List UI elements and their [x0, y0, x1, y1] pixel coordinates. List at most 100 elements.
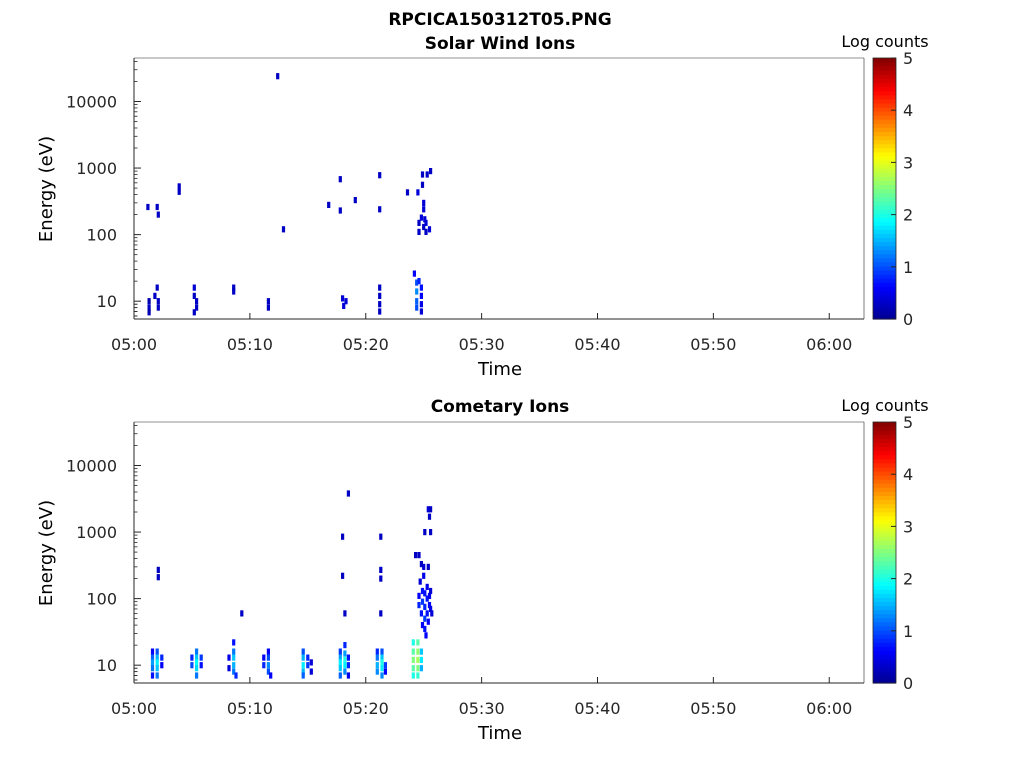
x-tick-label: 05:50 — [690, 699, 736, 718]
data-cell — [430, 610, 434, 617]
colorbar-segment — [873, 274, 896, 279]
colorbar-segment — [873, 294, 896, 300]
data-cell — [422, 223, 426, 231]
data-cell — [378, 308, 382, 315]
colorbar-segment — [873, 585, 896, 590]
data-cell — [155, 659, 159, 666]
data-cell — [155, 665, 159, 672]
data-cell — [419, 648, 423, 655]
colorbar-segment — [873, 458, 896, 464]
colorbar-segment — [873, 286, 896, 292]
colorbar-segment — [873, 98, 896, 104]
data-cell — [429, 506, 433, 513]
data-cell — [379, 575, 383, 582]
data-cell — [195, 648, 199, 655]
colorbar-segment — [873, 511, 896, 517]
colorbar-segment — [873, 302, 896, 308]
data-cell — [150, 672, 155, 679]
data-cell — [427, 592, 432, 599]
colorbar-segment — [873, 487, 896, 492]
data-cell — [276, 73, 280, 80]
data-cell — [150, 659, 155, 666]
data-cell — [424, 632, 428, 639]
colorbar-segment — [873, 560, 896, 566]
data-cell — [411, 639, 415, 646]
colorbar-segment — [873, 430, 896, 435]
data-cell — [380, 654, 384, 661]
colorbar-segment — [873, 576, 896, 582]
data-cell — [379, 566, 383, 573]
data-cell — [346, 662, 350, 669]
colorbar-segment — [873, 139, 896, 145]
colorbar-segment — [873, 106, 896, 112]
colorbar-segment — [873, 593, 896, 598]
data-cell — [416, 189, 420, 196]
colorbar-segment — [873, 115, 896, 120]
y-tick-label: 10000 — [66, 92, 117, 111]
data-cell — [306, 662, 310, 669]
data-cell — [156, 298, 160, 305]
colorbar-label: Log counts — [841, 32, 928, 51]
colorbar-segment — [873, 188, 896, 194]
colorbar-segment — [873, 568, 896, 574]
plot-area — [134, 422, 864, 683]
data-cell — [415, 279, 419, 286]
colorbar-segment — [873, 62, 896, 67]
data-cell — [338, 176, 342, 183]
data-cell — [192, 292, 196, 299]
data-cell — [306, 654, 310, 661]
colorbar-segment — [873, 241, 896, 247]
colorbar-segment — [873, 237, 896, 243]
colorbar-segment — [873, 212, 896, 218]
colorbar-segment — [873, 479, 896, 484]
colorbar-segment — [873, 523, 896, 529]
data-cell — [327, 201, 331, 208]
x-tick-label: 05:20 — [343, 335, 389, 354]
y-tick-label: 10000 — [66, 456, 117, 475]
colorbar-segment — [873, 94, 896, 100]
colorbar-segment — [873, 111, 896, 116]
data-cell — [423, 529, 427, 536]
colorbar-tick-label: 4 — [903, 465, 913, 484]
colorbar-segment — [873, 483, 896, 488]
x-tick-label: 05:30 — [459, 335, 505, 354]
colorbar-segment — [873, 658, 896, 664]
data-cell — [160, 662, 164, 669]
data-cell — [378, 284, 382, 291]
data-cell — [227, 665, 231, 672]
data-cell — [414, 552, 418, 559]
data-cell — [429, 587, 433, 595]
colorbar-segment — [873, 204, 896, 210]
x-tick-label: 05:50 — [690, 335, 736, 354]
data-cell — [147, 309, 151, 316]
data-cell — [417, 219, 421, 226]
colorbar-segment — [873, 634, 896, 639]
data-cell — [232, 288, 236, 295]
y-tick-label: 10 — [97, 656, 117, 675]
colorbar-segment — [873, 135, 896, 141]
colorbar-segment — [873, 422, 896, 427]
data-cell — [147, 304, 151, 311]
data-cell — [266, 662, 270, 669]
x-tick-label: 06:00 — [806, 335, 852, 354]
colorbar-segment — [873, 143, 896, 149]
data-cell — [419, 308, 423, 315]
colorbar-segment — [873, 670, 896, 676]
data-cell — [422, 206, 426, 213]
colorbar-segment — [873, 446, 896, 452]
data-cell — [423, 590, 427, 597]
data-cell — [156, 304, 160, 311]
x-tick-label: 05:00 — [111, 699, 157, 718]
colorbar-segment — [873, 450, 896, 456]
data-cell — [353, 197, 357, 204]
data-cell — [380, 672, 384, 679]
data-cell — [383, 662, 387, 669]
data-cell — [153, 292, 157, 299]
colorbar-segment — [873, 180, 896, 186]
data-cell — [262, 654, 266, 661]
data-cell — [427, 513, 432, 520]
colorbar-segment — [873, 306, 896, 312]
data-cell — [378, 206, 382, 213]
data-cell — [427, 602, 432, 609]
colorbar-segment — [873, 650, 896, 656]
